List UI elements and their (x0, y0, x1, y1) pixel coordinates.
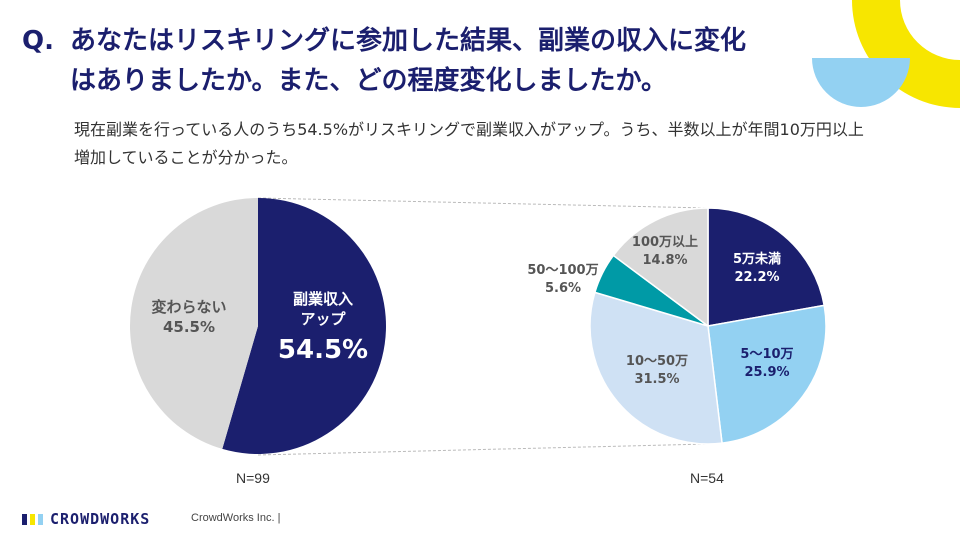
pie2-slice-0 (707, 207, 826, 327)
pie2-slice-1 (707, 304, 827, 444)
pie2-label-1: 5～10万 25.9% (740, 347, 793, 380)
pie2-slice-4-value: 14.8% (642, 253, 687, 268)
question-line-2: はありましたか。また、どの程度変化しましたか。 (70, 66, 667, 96)
pie1-label-1: 変わらない 45.5% (151, 298, 226, 336)
yellow-arc-decoration (852, 0, 960, 108)
pie2-slice-4-name: 100万以上 (632, 235, 698, 250)
pie2-slice-3-value: 5.6% (545, 281, 581, 296)
connector-line-top (257, 197, 709, 209)
pie1-slice-1 (129, 198, 258, 449)
pie2-slice-3-name: 50～100万 (527, 263, 598, 278)
pie2-slice-4 (612, 207, 709, 328)
crowdworks-logo-icon (22, 512, 44, 526)
pie2-slice-0-name: 5万未満 (733, 251, 781, 267)
pie1-slice-1-name: 変わらない (151, 298, 226, 316)
pie2-label-2: 10～50万 31.5% (626, 354, 688, 387)
pie2-slice-2-name: 10～50万 (626, 354, 688, 369)
pie2-slice-0-value: 22.2% (734, 270, 779, 285)
question-line-1: あなたはリスキリングに参加した結果、副業の収入に変化 (70, 26, 747, 56)
pie2-slice-2 (589, 291, 723, 445)
pie1-slice-0-name: 副業収入 (293, 290, 353, 308)
blue-half-circle-decoration (812, 58, 910, 107)
question-mark: Q. (22, 26, 54, 56)
pie2-slice-2-value: 31.5% (634, 372, 679, 387)
pie2-slice-1-name: 5～10万 (740, 347, 793, 362)
pie1-slice-1-value: 45.5% (163, 318, 215, 336)
pie1-slice-0 (222, 198, 386, 454)
summary-text: 現在副業を行っている人のうち54.5%がリスキリングで副業収入がアップ。うち、半… (74, 120, 864, 167)
logo-text: CROWDWORKS (50, 510, 151, 528)
pie2-label-0: 5万未満 22.2% (733, 251, 781, 285)
pie2-label-4: 100万以上 14.8% (632, 235, 698, 268)
connector-line-bottom (257, 443, 709, 456)
pie1-slice-0-name: アップ (300, 310, 346, 328)
pie2-n-label: N=54 (690, 470, 724, 486)
pie2-label-3: 50～100万 5.6% (527, 263, 598, 296)
pie1-n-label: N=99 (236, 470, 270, 486)
crowdworks-logo: CROWDWORKS (22, 510, 150, 528)
pie2-slice-1-value: 25.9% (744, 365, 789, 380)
pie1-slice-0-value: 54.5% (278, 335, 368, 365)
pie-chart-income-amount: 5万未満 22.2% 5～10万 25.9% 10～50万 31.5% 50～100万 5.6… (527, 207, 827, 445)
company-name: CrowdWorks Inc. | (191, 512, 281, 524)
